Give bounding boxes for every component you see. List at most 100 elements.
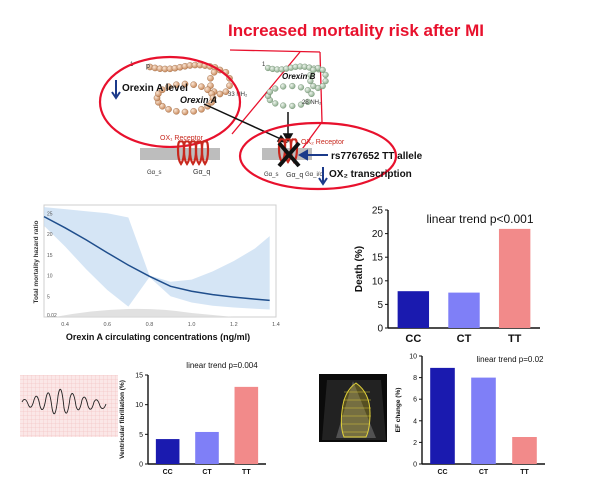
ox2-g-io-label: Gα_i/o	[305, 172, 323, 178]
orexin-a-residue	[159, 102, 166, 110]
orexin-a-p-label: p	[146, 63, 150, 70]
bar	[448, 292, 480, 328]
down-arrow-icon	[111, 80, 121, 100]
orexin-b-nh2-label: 28 NH₂	[302, 100, 322, 106]
y-axis-label: Ventricular fibrillation (%)	[119, 380, 126, 459]
y-tick-label: 2	[413, 440, 417, 447]
vf-bar-chart: 0 5 10 15 CC CT TT linear trend p=0.004 Ventricu…	[119, 361, 266, 476]
hazard-y-tick-label: 10	[47, 274, 53, 280]
orexin-b-residue	[304, 98, 311, 105]
bar	[430, 367, 455, 464]
orexin-b-residue	[307, 71, 314, 79]
orexin-a-residue	[198, 106, 205, 113]
hazard-x-tick-label: 1.4	[272, 322, 280, 328]
orexin-b-residue	[289, 82, 296, 90]
orexin-b-residue	[272, 85, 279, 92]
hazard-ratio-plot: 25 20 15 10 5 0.02 0.4 0.6 0.8 1.0 1.2 1.4 Total mo…	[33, 204, 280, 342]
hazard-ratio-line	[43, 215, 270, 302]
orexin-a-residue	[155, 90, 162, 97]
bar	[471, 377, 496, 464]
hazard-y-tick-label: 5	[47, 294, 50, 300]
orexin-a-residue	[159, 86, 166, 94]
orexin-a-highlight-oval	[98, 55, 242, 149]
ox2-g-q-label: Gα_q	[286, 172, 303, 179]
orexin-a-residue	[226, 82, 233, 90]
chart-title: linear trend p<0.001	[426, 212, 533, 226]
hazard-y-tick-label: 0.02	[47, 313, 57, 319]
bar	[234, 386, 259, 464]
hazard-y-tick-label: 15	[47, 253, 53, 259]
y-tick-label: 5	[377, 300, 383, 311]
orexin-a-residue	[173, 108, 180, 115]
category-label: TT	[520, 469, 529, 476]
orexin-a-residue	[165, 106, 172, 113]
density-shading	[54, 308, 234, 317]
y-tick-label: 15	[372, 253, 384, 264]
y-tick-label: 0	[377, 324, 383, 335]
y-tick-label: 10	[409, 353, 417, 360]
block-cross-icon	[277, 141, 301, 168]
orexin-a-residue	[181, 108, 189, 116]
orexin-b-residue	[322, 71, 329, 79]
snp-label: rs7767652 TT allele	[331, 151, 423, 162]
ox2-receptor-label: OX₂ Receptor	[301, 139, 345, 146]
chart-title: linear trend p=0.004	[186, 361, 258, 370]
echocardiogram-image	[319, 374, 387, 442]
orexin-a-residue	[173, 81, 180, 88]
orexin-b-residue	[308, 90, 315, 98]
orexin-a-residue	[165, 83, 172, 90]
hazard-ylabel: Total mortality hazard ratio	[33, 220, 40, 303]
bar	[498, 228, 531, 328]
down-arrow-icon	[318, 167, 328, 186]
hazard-x-tick-label: 0.8	[146, 322, 154, 328]
hazard-xlabel: Orexin A circulating concentrations (ng/…	[66, 332, 250, 342]
ox1-receptor-helices	[176, 140, 210, 166]
orexin-b-residue	[280, 83, 287, 90]
orexin-a-nh2-label: 33 NH₂	[228, 92, 248, 98]
orexin-a-level-label: Orexin A level	[122, 83, 188, 94]
bar	[512, 437, 537, 464]
ox2-g-s-label: Gα_s	[264, 172, 278, 178]
category-label: CC	[437, 469, 447, 476]
hazard-x-tick-label: 0.6	[103, 322, 111, 328]
hazard-y-tick-label: 20	[47, 232, 53, 238]
category-label: CT	[457, 333, 472, 345]
orexin-b-residue	[307, 77, 314, 85]
category-label: TT	[242, 469, 251, 476]
death-bar-chart: 0 5 10 15 20 25 CC CT TT linear trend p<0.001 Deat…	[354, 206, 540, 345]
orexin-b-residue	[310, 82, 317, 90]
y-tick-label: 10	[135, 402, 143, 409]
bar	[195, 431, 219, 464]
ox1-g-s-label: Gα_s	[147, 170, 161, 176]
ox1-receptor-label: OX₁ Receptor	[160, 135, 203, 142]
orexin-a-residue	[190, 81, 197, 88]
orexin-a-label: Orexin A	[180, 95, 217, 105]
hazard-y-tick-label: 25	[47, 211, 53, 217]
hazard-x-tick-label: 1.2	[230, 322, 238, 328]
y-tick-label: 0	[139, 461, 143, 468]
y-tick-label: 5	[139, 432, 143, 439]
ecg-trace	[21, 388, 107, 415]
category-label: CT	[479, 469, 489, 476]
orexin-a-residue	[207, 74, 214, 82]
orexin-a-residue	[198, 83, 205, 90]
hazard-x-tick-label: 1.0	[188, 322, 196, 328]
confidence-band	[44, 207, 270, 310]
orexin-a-residue	[181, 80, 189, 88]
y-tick-label: 20	[372, 229, 384, 240]
y-tick-label: 6	[413, 397, 417, 404]
y-tick-label: 0	[413, 461, 417, 468]
hazard-x-tick-label: 0.4	[61, 322, 69, 328]
orexin-b-peptide	[264, 63, 329, 110]
figure-title: Increased mortality risk after MI	[228, 21, 484, 40]
lv-contour	[340, 382, 371, 438]
orexin-b-label: Orexin B	[282, 72, 316, 81]
y-tick-label: 4	[413, 418, 417, 425]
y-tick-label: 15	[135, 372, 143, 379]
orexin-a-residue	[204, 86, 211, 94]
y-tick-label: 8	[413, 375, 417, 382]
orexin-b-residue	[297, 101, 305, 108]
chart-title: linear trend p=0.02	[477, 355, 544, 364]
orexin-b-residue	[319, 66, 326, 74]
